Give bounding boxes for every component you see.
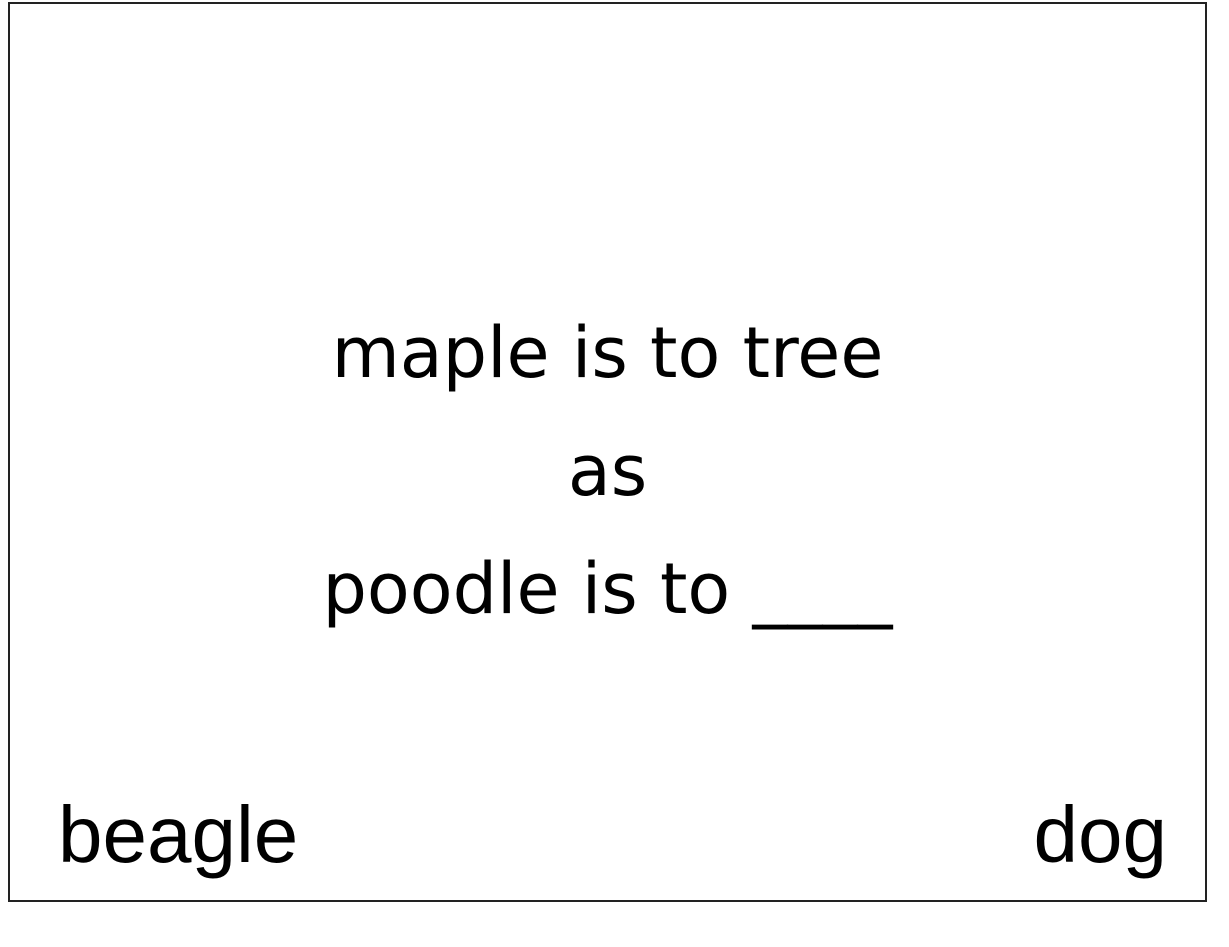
option-right[interactable]: dog [1033,790,1167,879]
trial-frame: maple is to tree as poodle is to ____ be… [8,2,1207,902]
prompt-line-1: maple is to tree [331,312,884,394]
prompt-line-2: as [567,430,648,512]
option-left[interactable]: beagle [58,790,299,879]
prompt-line-3: poodle is to ____ [322,548,893,630]
analogy-prompt: maple is to tree as poodle is to ____ [10,294,1205,648]
